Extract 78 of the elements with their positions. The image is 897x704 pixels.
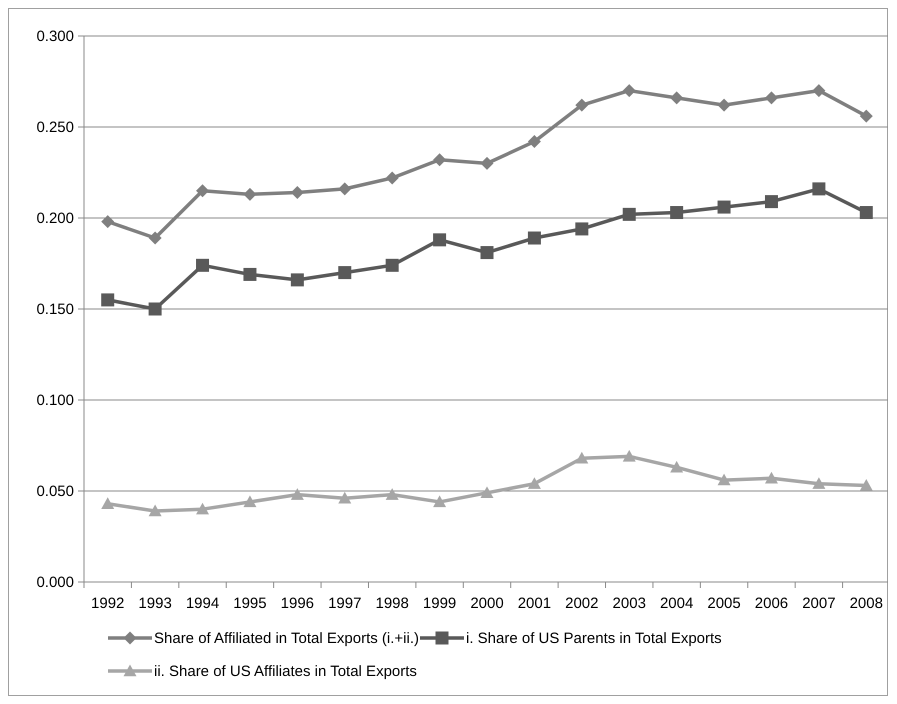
x-tick-label: 1999: [422, 595, 456, 612]
point: [575, 452, 588, 464]
x-tick-label: 2004: [660, 595, 694, 612]
point: [101, 497, 114, 509]
point: [480, 486, 494, 498]
point: [386, 488, 399, 500]
x-tick-label: 2001: [518, 595, 552, 612]
y-tick-label: 0.250: [36, 119, 74, 136]
x-tick-label: 1998: [375, 595, 409, 612]
y-tick-label: 0.000: [36, 574, 74, 591]
point: [433, 233, 446, 246]
point: [860, 206, 873, 220]
x-tick-label: 1992: [91, 595, 124, 612]
point: [148, 504, 162, 516]
point: [148, 302, 162, 316]
x-tick-label: 2002: [565, 595, 599, 612]
point: [528, 232, 541, 245]
legend-label: i. Share of US Parents in Total Exports: [466, 630, 722, 647]
point: [148, 232, 162, 245]
point: [860, 479, 873, 491]
point: [718, 200, 731, 214]
y-tick-label: 0.300: [36, 28, 74, 45]
point: [433, 495, 446, 508]
legend-label: ii. Share of US Affiliates in Total Exports: [154, 663, 417, 680]
point: [764, 91, 778, 104]
y-tick-label: 0.100: [36, 392, 74, 409]
point: [670, 91, 684, 104]
point: [196, 184, 210, 198]
point: [196, 258, 210, 272]
point: [338, 266, 352, 280]
point: [243, 268, 256, 281]
x-tick-label: 1997: [328, 595, 362, 612]
point: [812, 477, 826, 489]
point: [622, 84, 636, 98]
point: [101, 215, 114, 228]
x-tick-label: 1994: [186, 595, 220, 612]
point: [575, 98, 588, 112]
x-tick-label: 2006: [754, 595, 788, 612]
point: [718, 474, 731, 486]
point: [243, 495, 256, 508]
x-tick-label: 1996: [280, 595, 314, 612]
point: [812, 182, 826, 196]
x-tick-label: 2000: [470, 595, 504, 612]
point: [528, 477, 541, 489]
point: [433, 153, 446, 166]
point: [528, 135, 541, 148]
point: [101, 293, 114, 306]
x-tick-label: 2008: [850, 595, 883, 612]
point: [670, 460, 684, 473]
point: [338, 182, 352, 196]
point: [622, 450, 636, 462]
point: [243, 188, 256, 201]
point: [480, 156, 494, 170]
x-tick-label: 2005: [707, 595, 741, 612]
point: [718, 98, 731, 112]
point: [670, 206, 684, 220]
legend-label: Share of Affiliated in Total Exports (i.+ii.): [154, 630, 419, 647]
point: [812, 84, 826, 98]
point: [338, 492, 352, 504]
point: [480, 246, 494, 260]
y-tick-label: 0.200: [36, 210, 74, 227]
point: [290, 488, 304, 500]
x-tick-label: 1995: [233, 595, 267, 612]
point: [386, 171, 399, 184]
point: [860, 110, 873, 123]
x-tick-label: 2007: [802, 595, 836, 612]
point: [764, 195, 778, 208]
point: [386, 258, 399, 272]
x-tick-label: 2003: [612, 595, 646, 612]
x-tick-label: 1993: [138, 595, 172, 612]
point: [622, 208, 636, 221]
point: [290, 186, 304, 200]
y-tick-label: 0.150: [36, 301, 74, 318]
point: [290, 273, 304, 286]
point: [196, 502, 210, 514]
point: [764, 472, 778, 484]
y-tick-label: 0.050: [36, 483, 74, 500]
point: [575, 222, 588, 236]
